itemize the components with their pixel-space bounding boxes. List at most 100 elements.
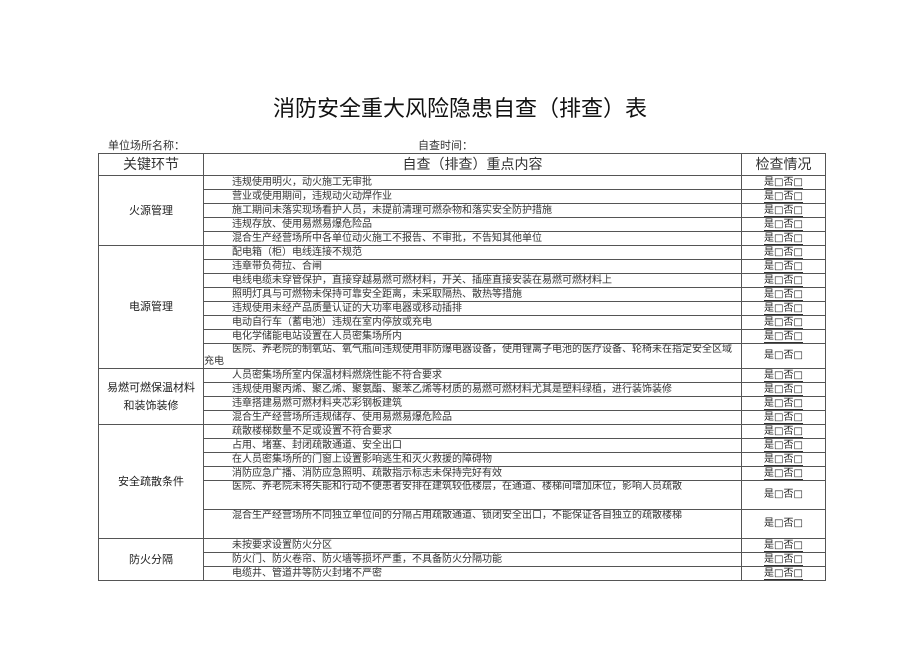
check-result[interactable]: 是□否□ bbox=[741, 273, 826, 288]
check-result[interactable]: 是□否□ bbox=[741, 301, 826, 316]
yes-no-checkbox[interactable]: 是□否□ bbox=[764, 177, 803, 189]
check-result[interactable]: 是□否□ bbox=[741, 231, 826, 246]
yes-no-checkbox[interactable]: 是□否□ bbox=[764, 384, 803, 396]
table-row: 易燃可燃保温材料和装饰装修 人员密集场所室内保温材料燃烧性能不符合要求 是□否□ bbox=[98, 368, 826, 425]
check-item: 未按要求设置防火分区 bbox=[203, 538, 742, 553]
yes-no-checkbox[interactable]: 是□否□ bbox=[764, 468, 803, 480]
page-title: 消防安全重大风险隐患自查（排查）表 bbox=[272, 97, 647, 122]
yes-no-checkbox[interactable]: 是□否□ bbox=[764, 289, 803, 301]
check-result[interactable]: 是□否□ bbox=[741, 259, 826, 274]
check-result[interactable]: 是□否□ bbox=[741, 315, 826, 330]
check-result[interactable]: 是□否□ bbox=[741, 329, 826, 344]
yes-no-checkbox[interactable]: 是□否□ bbox=[764, 518, 803, 529]
check-item: 医院、养老院未将失能和行动不便患者安排在建筑较低楼层，在通道、楼梯间增加床位，影… bbox=[203, 480, 742, 510]
yes-no-checkbox[interactable]: 是□否□ bbox=[764, 331, 803, 343]
yes-no-checkbox[interactable]: 是□否□ bbox=[764, 275, 803, 287]
yes-no-checkbox[interactable]: 是□否□ bbox=[764, 398, 803, 410]
yes-no-checkbox[interactable]: 是□否□ bbox=[764, 426, 803, 438]
section-name: 火源管理 bbox=[98, 175, 204, 246]
check-result[interactable]: 是□否□ bbox=[741, 552, 826, 567]
yes-no-checkbox[interactable]: 是□否□ bbox=[764, 317, 803, 329]
check-item: 违规使用聚丙烯、聚乙烯、聚氨酯、聚苯乙烯等材质的易燃可燃材料尤其是塑料绿植，进行… bbox=[203, 382, 742, 397]
table-row: 违章带负荷拉、合闸 是□否□ bbox=[99, 259, 826, 274]
check-item: 违章搭建易燃可燃材料夹芯彩钢板建筑 bbox=[203, 396, 742, 411]
check-item: 营业或使用期间，违规动火动焊作业 bbox=[203, 189, 742, 204]
check-item: 在人员密集场所的门窗上设置影响逃生和灭火救援的障碍物 bbox=[203, 452, 742, 467]
check-result[interactable]: 是□否□ bbox=[741, 343, 826, 369]
check-result[interactable]: 是□否□ bbox=[741, 396, 826, 411]
check-result[interactable]: 是□否□ bbox=[741, 245, 826, 260]
yes-no-checkbox[interactable]: 是□否□ bbox=[764, 370, 803, 382]
yes-no-checkbox[interactable]: 是□否□ bbox=[764, 440, 803, 452]
yes-no-checkbox[interactable]: 是□否□ bbox=[764, 303, 803, 315]
check-result[interactable]: 是□否□ bbox=[741, 175, 826, 190]
check-result[interactable]: 是□否□ bbox=[741, 368, 826, 383]
check-result[interactable]: 是□否□ bbox=[741, 452, 826, 467]
check-result[interactable]: 是□否□ bbox=[741, 382, 826, 397]
table-row: 混合生产经营场所不同独立单位间的分隔占用疏散通道、锁闭安全出口，不能保证各自独立… bbox=[99, 509, 826, 539]
check-item: 违章带负荷拉、合闸 bbox=[203, 259, 742, 274]
check-item: 防火门、防火卷帘、防火墙等损坏严重，不具备防火分隔功能 bbox=[203, 552, 742, 567]
check-item: 配电箱（柜）电线连接不规范 bbox=[203, 245, 742, 260]
check-item: 消防应急广播、消防应急照明、疏散指示标志未保持完好有效 bbox=[203, 466, 742, 481]
section-name: 易燃可燃保温材料和装饰装修 bbox=[98, 368, 204, 425]
table-row: 医院、养老院的制氧站、氧气瓶间违规使用非防爆电器设备，使用锂离子电池的医疗设备、… bbox=[99, 343, 826, 369]
check-result[interactable]: 是□否□ bbox=[741, 189, 826, 204]
table-row: 防火门、防火卷帘、防火墙等损坏严重，不具备防火分隔功能 是□否□ bbox=[99, 552, 826, 567]
table-row: 营业或使用期间，违规动火动焊作业 是□否□ bbox=[99, 189, 826, 204]
yes-no-checkbox[interactable]: 是□否□ bbox=[764, 454, 803, 466]
yes-no-checkbox[interactable]: 是□否□ bbox=[764, 412, 803, 424]
check-item: 疏散楼梯数量不足或设置不符合要求 bbox=[203, 424, 742, 439]
check-item: 占用、堵塞、封闭疏散通道、安全出口 bbox=[203, 438, 742, 453]
check-result[interactable]: 是□否□ bbox=[741, 480, 826, 510]
table-row: 违章搭建易燃可燃材料夹芯彩钢板建筑 是□否□ bbox=[99, 396, 826, 411]
table-row: 电缆井、管道井等防火封堵不严密 是□否□ bbox=[99, 566, 826, 581]
table-row: 混合生产经营场所违规储存、使用易燃易爆危险品 是□否□ bbox=[99, 410, 826, 425]
yes-no-checkbox[interactable]: 是□否□ bbox=[764, 540, 803, 552]
table-row: 电化学储能电站设置在人员密集场所内 是□否□ bbox=[99, 329, 826, 344]
inspection-table: 关键环节 自查（排查）重点内容 检查情况 火源管理 违规使用明火，动火施工无审批是… bbox=[98, 153, 826, 581]
table-row: 违规存放、使用易燃易爆危险品 是□否□ bbox=[99, 217, 826, 232]
yes-no-checkbox[interactable]: 是□否□ bbox=[764, 261, 803, 273]
check-result[interactable]: 是□否□ bbox=[741, 203, 826, 218]
table-row: 电线电缆未穿管保护，直接穿越易燃可燃材料，开关、插座直接安装在易燃可燃材料上 是□… bbox=[99, 273, 826, 288]
table-row: 电动自行车（蓄电池）违规在室内停放或充电 是□否□ bbox=[99, 315, 826, 330]
check-result[interactable]: 是□否□ bbox=[741, 424, 826, 439]
check-time-label: 自查时间： bbox=[418, 139, 473, 152]
table-row: 医院、养老院未将失能和行动不便患者安排在建筑较低楼层，在通道、楼梯间增加床位，影… bbox=[99, 480, 826, 510]
unit-name-label: 单位场所名称： bbox=[108, 139, 185, 152]
section-name: 安全疏散条件 bbox=[98, 424, 204, 539]
table-row: 违规使用未经产品质量认证的大功率电器或移动插排 是□否□ bbox=[99, 301, 826, 316]
yes-no-checkbox[interactable]: 是□否□ bbox=[764, 191, 803, 203]
check-result[interactable]: 是□否□ bbox=[741, 410, 826, 425]
check-result[interactable]: 是□否□ bbox=[741, 438, 826, 453]
header-status: 检查情况 bbox=[741, 153, 826, 176]
table-row: 施工期间未落实现场看护人员，未提前清理可燃杂物和落实安全防护措施 是□否□ bbox=[99, 203, 826, 218]
section-name: 电源管理 bbox=[98, 245, 204, 369]
yes-no-checkbox[interactable]: 是□否□ bbox=[764, 219, 803, 231]
yes-no-checkbox[interactable]: 是□否□ bbox=[764, 205, 803, 217]
check-result[interactable]: 是□否□ bbox=[741, 466, 826, 481]
yes-no-checkbox[interactable]: 是□否□ bbox=[764, 489, 803, 500]
table-row: 火源管理 违规使用明火，动火施工无审批 是□否□ bbox=[98, 175, 826, 246]
check-result[interactable]: 是□否□ bbox=[741, 217, 826, 232]
yes-no-checkbox[interactable]: 是□否□ bbox=[764, 568, 803, 580]
table-row: 照明灯具与可燃物未保持可靠安全距离，未采取隔热、散热等措施 是□否□ bbox=[99, 287, 826, 302]
check-result[interactable]: 是□否□ bbox=[741, 538, 826, 553]
table-row: 占用、堵塞、封闭疏散通道、安全出口 是□否□ bbox=[99, 438, 826, 453]
check-item: 人员密集场所室内保温材料燃烧性能不符合要求 bbox=[203, 368, 742, 383]
check-result[interactable]: 是□否□ bbox=[741, 509, 826, 539]
check-result[interactable]: 是□否□ bbox=[741, 287, 826, 302]
check-item: 医院、养老院的制氧站、氧气瓶间违规使用非防爆电器设备，使用锂离子电池的医疗设备、… bbox=[203, 343, 742, 369]
check-item: 照明灯具与可燃物未保持可靠安全距离，未采取隔热、散热等措施 bbox=[203, 287, 742, 302]
yes-no-checkbox[interactable]: 是□否□ bbox=[764, 350, 803, 361]
check-result[interactable]: 是□否□ bbox=[741, 566, 826, 581]
yes-no-checkbox[interactable]: 是□否□ bbox=[764, 554, 803, 566]
yes-no-checkbox[interactable]: 是□否□ bbox=[764, 247, 803, 259]
yes-no-checkbox[interactable]: 是□否□ bbox=[764, 233, 803, 245]
check-item: 施工期间未落实现场看护人员，未提前清理可燃杂物和落实安全防护措施 bbox=[203, 203, 742, 218]
check-item: 电动自行车（蓄电池）违规在室内停放或充电 bbox=[203, 315, 742, 330]
check-item: 混合生产经营场所中各单位动火施工不报告、不审批，不告知其他单位 bbox=[203, 231, 742, 246]
table-row: 消防应急广播、消防应急照明、疏散指示标志未保持完好有效 是□否□ bbox=[99, 466, 826, 481]
table-row: 违规使用聚丙烯、聚乙烯、聚氨酯、聚苯乙烯等材质的易燃可燃材料尤其是塑料绿植，进行… bbox=[99, 382, 826, 397]
